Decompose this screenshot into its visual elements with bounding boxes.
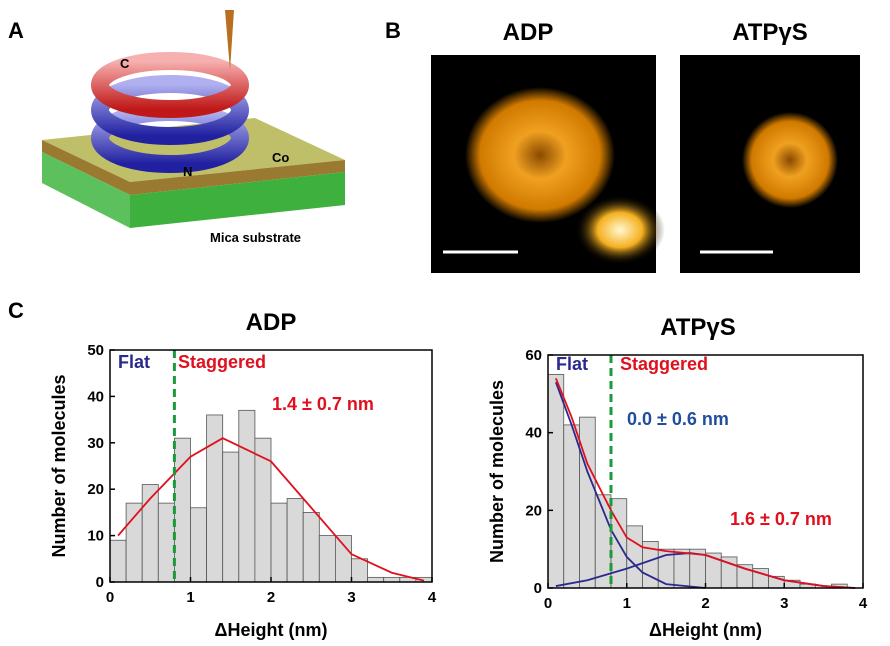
y-tick-label: 20 <box>525 502 542 519</box>
bar <box>222 451 240 583</box>
x-tick-label: 3 <box>347 589 355 606</box>
image-title: ATPγS <box>732 19 808 46</box>
x-tick-label: 0 <box>544 595 552 612</box>
schematic-label: C <box>120 56 130 71</box>
fit-curve <box>555 377 856 589</box>
schematic-label: Co <box>272 150 289 165</box>
y-tick-label: 30 <box>87 435 104 452</box>
y-tick-label: 10 <box>87 528 104 545</box>
annotation: Flat <box>556 354 588 374</box>
bar <box>109 539 127 583</box>
panel-label: A <box>8 18 24 43</box>
x-tick-label: 0 <box>106 589 114 606</box>
x-tick-label: 1 <box>623 595 631 612</box>
bar <box>190 507 208 583</box>
x-axis-label: ΔHeight (nm) <box>215 620 328 640</box>
y-tick-label: 0 <box>534 580 542 597</box>
panel-label: C <box>8 298 24 323</box>
bar <box>286 498 304 583</box>
bar <box>626 525 643 589</box>
annotation: Staggered <box>178 352 266 372</box>
y-axis-label: Number of molecules <box>487 380 507 563</box>
x-tick-label: 4 <box>428 589 437 606</box>
y-tick-label: 40 <box>87 388 104 405</box>
bar <box>547 374 565 589</box>
x-tick-label: 2 <box>267 589 275 606</box>
x-axis-label: ΔHeight (nm) <box>649 620 762 640</box>
bar <box>238 409 256 583</box>
chart-title: ATPγS <box>660 314 736 341</box>
bar <box>302 512 320 583</box>
panel-label: B <box>385 18 401 43</box>
y-tick-label: 60 <box>525 347 542 364</box>
annotation: 1.4 ± 0.7 nm <box>272 394 374 414</box>
schematic-label: Mica substrate <box>210 230 301 245</box>
chart-title: ADP <box>246 309 297 336</box>
fit-curve <box>555 381 706 589</box>
afm-image <box>431 55 860 273</box>
bar <box>563 424 580 589</box>
bar <box>579 416 596 589</box>
y-tick-label: 0 <box>96 574 104 591</box>
x-tick-label: 1 <box>186 589 194 606</box>
y-tick-label: 40 <box>525 425 542 442</box>
annotation: 1.6 ± 0.7 nm <box>730 509 832 529</box>
x-tick-label: 3 <box>780 595 788 612</box>
annotation: Staggered <box>620 354 708 374</box>
x-tick-label: 4 <box>859 595 868 612</box>
bar <box>157 502 175 583</box>
schematic-label: N <box>183 164 192 179</box>
bar <box>125 502 143 583</box>
bar <box>318 535 336 583</box>
bar <box>334 535 352 583</box>
y-tick-label: 20 <box>87 481 104 498</box>
y-tick-label: 50 <box>87 342 104 359</box>
bar <box>270 502 288 583</box>
x-tick-label: 2 <box>701 595 709 612</box>
annotation: 0.0 ± 0.6 nm <box>627 409 729 429</box>
bar <box>351 558 369 583</box>
annotation: Flat <box>118 352 150 372</box>
y-axis-label: Number of molecules <box>49 374 69 557</box>
schematic <box>42 10 345 228</box>
image-title: ADP <box>503 19 554 46</box>
fit-curve <box>117 437 425 582</box>
